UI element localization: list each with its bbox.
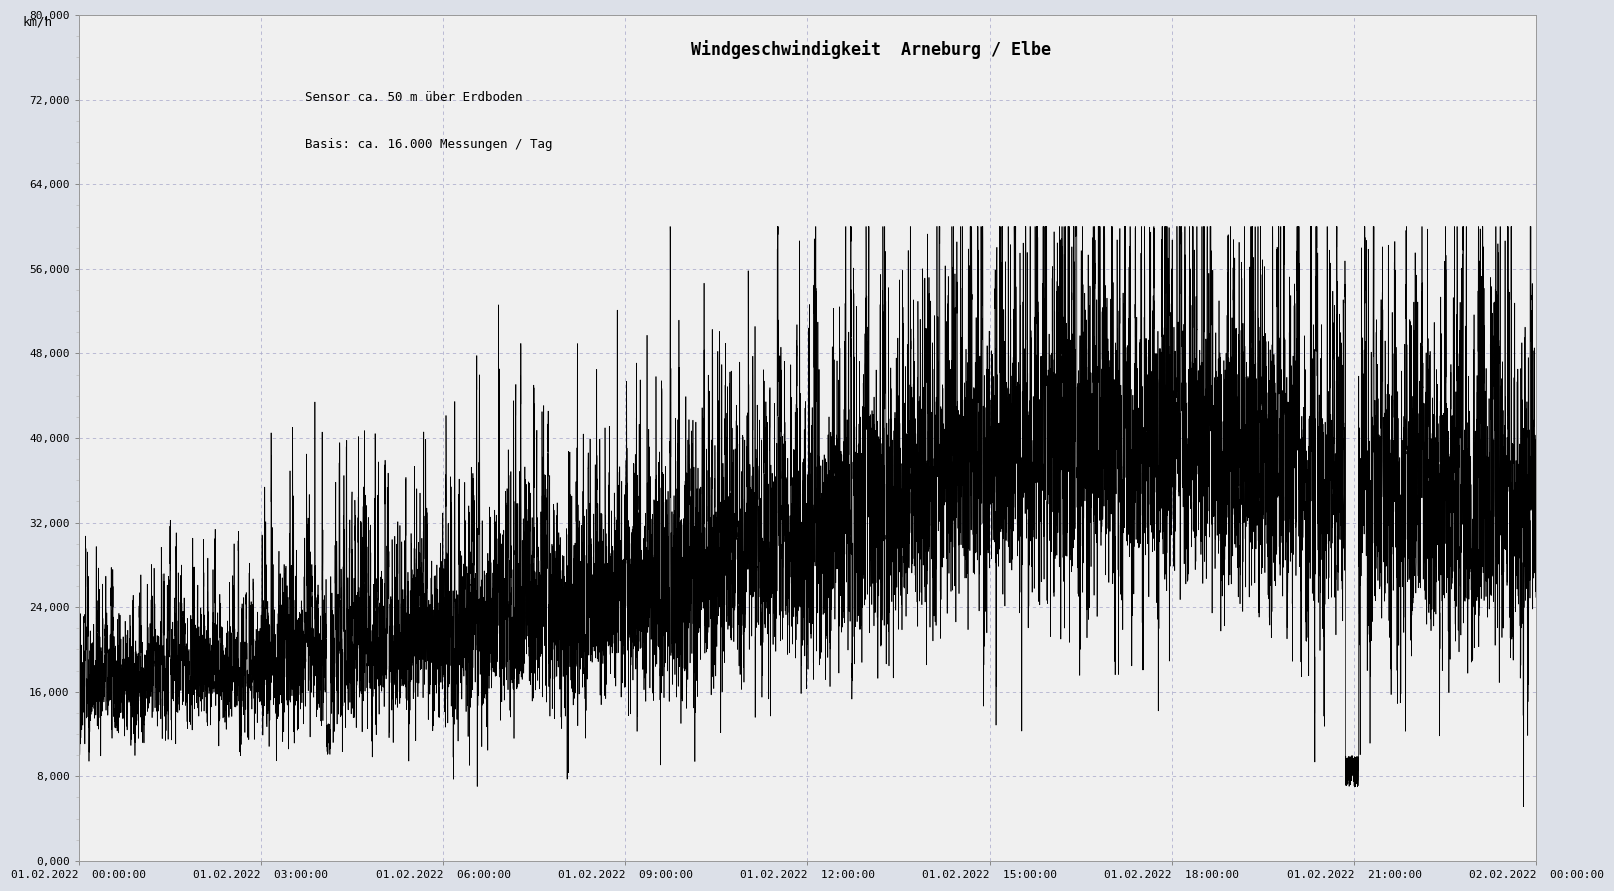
Text: Basis: ca. 16.000 Messungen / Tag: Basis: ca. 16.000 Messungen / Tag xyxy=(305,138,552,151)
Text: Sensor ca. 50 m über Erdboden: Sensor ca. 50 m über Erdboden xyxy=(305,91,521,104)
Text: Windgeschwindigkeit  Arneburg / Elbe: Windgeschwindigkeit Arneburg / Elbe xyxy=(691,40,1051,60)
Y-axis label: km/h: km/h xyxy=(23,15,53,29)
